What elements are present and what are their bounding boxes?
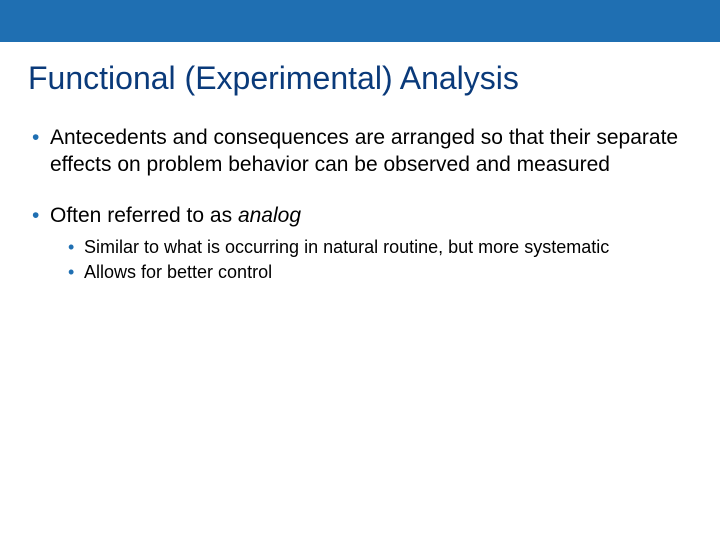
sub-bullet-text: Similar to what is occurring in natural … (84, 237, 609, 257)
sub-bullet-text: Allows for better control (84, 262, 272, 282)
bullet-text-prefix: Often referred to as (50, 204, 238, 227)
sub-bullet-item: Allows for better control (68, 261, 692, 284)
slide-title: Functional (Experimental) Analysis (28, 60, 692, 97)
bullet-item: Often referred to as analog Similar to w… (32, 203, 692, 285)
bullet-text: Antecedents and consequences are arrange… (50, 126, 678, 176)
sub-bullet-list: Similar to what is occurring in natural … (50, 236, 692, 285)
header-bar (0, 0, 720, 42)
bullet-item: Antecedents and consequences are arrange… (32, 125, 692, 179)
sub-bullet-item: Similar to what is occurring in natural … (68, 236, 692, 259)
bullet-text-italic: analog (238, 204, 301, 227)
slide-body: Functional (Experimental) Analysis Antec… (0, 60, 720, 284)
bullet-list: Antecedents and consequences are arrange… (28, 125, 692, 284)
